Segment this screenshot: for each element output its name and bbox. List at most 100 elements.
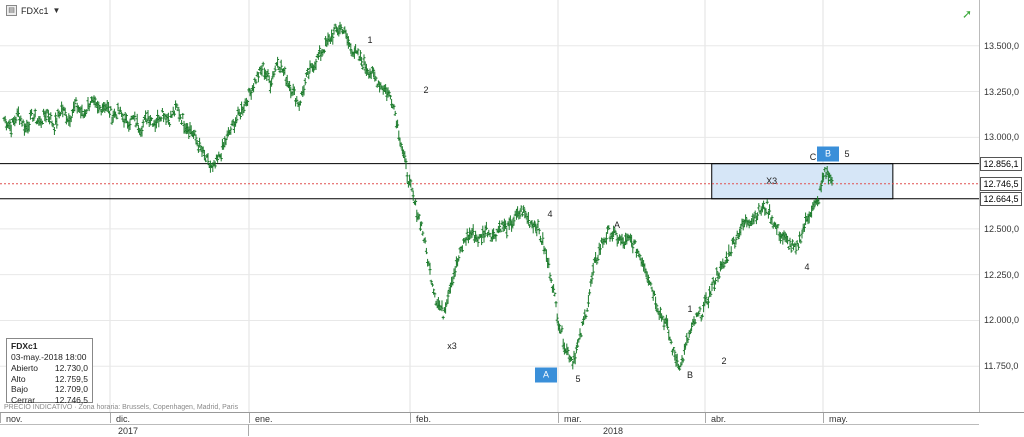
wave-label: C <box>809 152 817 163</box>
wave-label: 2 <box>721 355 727 366</box>
price-bar <box>8 118 12 132</box>
price-bar <box>358 50 362 61</box>
chevron-down-icon[interactable]: ▼ <box>52 6 61 15</box>
price-bar <box>261 61 265 67</box>
price-bar <box>93 96 97 108</box>
price-bar <box>376 80 380 86</box>
wave-label: 5 <box>844 148 850 159</box>
info-symbol: FDXc1 <box>11 341 38 351</box>
price-bar <box>372 68 376 78</box>
price-bar <box>298 100 302 106</box>
price-bar <box>322 49 326 54</box>
price-bar <box>799 239 803 244</box>
y-tick-label: 12.000,0 <box>984 315 1020 326</box>
price-bar <box>292 86 296 96</box>
price-bar <box>595 257 599 265</box>
month-label: abr. <box>711 414 727 424</box>
trend-up-icon[interactable]: ➚ <box>962 7 973 21</box>
price-bar <box>312 64 316 73</box>
price-bar <box>229 126 233 135</box>
price-bar <box>789 244 793 253</box>
price-bar <box>638 254 642 260</box>
info-value: 12.730,0 <box>54 363 88 373</box>
wave-label: 4 <box>804 262 810 273</box>
price-bar <box>145 118 149 125</box>
line-layer <box>0 163 979 200</box>
price-bar <box>116 102 120 112</box>
price-bar <box>675 353 679 367</box>
price-bar <box>50 120 54 126</box>
price-bar <box>817 199 821 205</box>
year-row: 2017 2018 <box>0 424 979 437</box>
symbol-selector[interactable]: ▤ FDXc1 ▼ <box>6 5 60 16</box>
price-bar <box>446 291 450 304</box>
year-label-2017: 2017 <box>118 426 139 436</box>
price-bar <box>576 339 580 348</box>
price-bar <box>418 221 422 232</box>
price-bar <box>366 68 370 75</box>
price-bar <box>528 224 532 228</box>
price-bar <box>820 172 824 184</box>
price-bar <box>110 116 114 125</box>
price-bar <box>717 272 721 280</box>
month-separator <box>705 413 706 423</box>
y-tick-label: 11.750,0 <box>984 361 1019 372</box>
price-bar <box>823 166 827 173</box>
wave-badge[interactable]: A <box>535 367 557 383</box>
price-bar <box>541 232 545 246</box>
price-bar <box>249 89 253 100</box>
price-bar <box>396 119 400 128</box>
price-bar <box>700 313 704 318</box>
price-bar <box>361 64 365 70</box>
price-bar <box>302 84 306 96</box>
price-bar <box>411 190 415 201</box>
price-bar <box>141 119 145 128</box>
price-chart[interactable]: X3 <box>0 0 979 412</box>
price-bar <box>519 205 523 212</box>
price-bar <box>409 178 413 188</box>
info-label: Bajo <box>11 384 29 394</box>
y-tick-label: 12.500,0 <box>984 223 1020 234</box>
price-bar <box>63 107 67 117</box>
price-bar <box>484 221 488 231</box>
price-bar <box>715 267 719 276</box>
price-bar <box>346 36 350 49</box>
price-bar <box>333 23 337 29</box>
price-bar <box>160 107 164 113</box>
price-bar <box>724 251 728 264</box>
wave-badge[interactable]: B <box>817 146 839 162</box>
price-bar <box>414 199 418 206</box>
price-bar <box>144 110 148 122</box>
price-bar <box>246 99 250 107</box>
price-bar <box>307 71 311 80</box>
price-bar <box>526 212 530 225</box>
price-bar <box>166 112 170 125</box>
price-bar <box>219 153 223 162</box>
price-bar <box>524 212 528 218</box>
price-bar <box>672 346 676 351</box>
price-bar <box>494 233 498 242</box>
price-bar <box>98 104 102 110</box>
price-bar <box>254 79 258 85</box>
price-bar <box>554 300 558 308</box>
info-label: Alto <box>11 373 26 384</box>
price-level-tag: 12.664,5 <box>980 191 1022 206</box>
price-bar <box>306 67 310 75</box>
price-bar <box>637 251 641 257</box>
price-bar <box>574 344 578 354</box>
info-value: 12.746,5 <box>54 394 88 405</box>
price-bar <box>159 116 163 122</box>
price-bar <box>697 310 701 317</box>
price-bar <box>633 239 637 244</box>
price-bar <box>118 106 122 113</box>
info-label: Cerrar <box>11 394 36 405</box>
price-bar <box>796 243 800 251</box>
price-bar <box>276 56 280 68</box>
price-bar <box>709 290 713 297</box>
symbol-label[interactable]: FDXc1 <box>21 5 49 16</box>
price-bar <box>424 247 428 255</box>
price-bar <box>74 97 78 102</box>
price-bar <box>567 354 571 363</box>
price-bar <box>362 54 366 66</box>
